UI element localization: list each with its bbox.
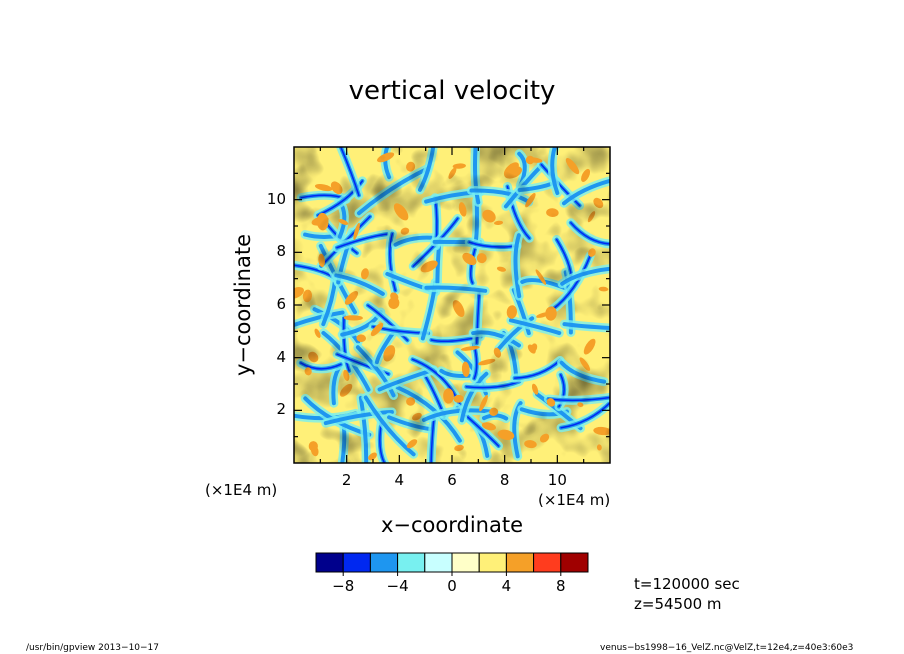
colorbar-swatch xyxy=(451,552,480,573)
velocity-field xyxy=(294,147,610,463)
colorbar-swatch xyxy=(505,552,535,573)
time-annotation: t=120000 sec xyxy=(634,575,740,593)
y-tick-label: 6 xyxy=(276,295,286,313)
field-light-blue-streaks xyxy=(294,147,610,463)
colorbar-swatch xyxy=(533,552,562,573)
colorbar-swatch xyxy=(560,552,589,573)
colorbar-swatch xyxy=(369,552,399,573)
height-annotation: z=54500 m xyxy=(634,595,722,613)
colorbar-swatch xyxy=(315,552,344,573)
colorbar-tick-label: 0 xyxy=(447,577,457,595)
x-axis-label: x−coordinate xyxy=(380,513,524,537)
colorbar-tick-label: −8 xyxy=(332,577,355,595)
y-axis-scale-label: (×1E4 m) xyxy=(205,481,278,499)
x-axis-scale-label: (×1E4 m) xyxy=(538,491,611,509)
footer-file-info: venus−bs1998−16_VelZ.nc@VelZ,t=12e4,z=40… xyxy=(600,643,854,653)
footer-program-info: /usr/bin/gpview 2013−10−17 xyxy=(26,643,160,653)
colorbar-swatch xyxy=(397,552,426,573)
chart-title: vertical velocity xyxy=(348,76,556,106)
colorbar-tick-label: 8 xyxy=(556,577,566,595)
colorbar-swatch xyxy=(478,552,507,573)
y-tick-label: 4 xyxy=(276,347,286,366)
y-tick-label: 10 xyxy=(266,189,286,208)
y-axis-label: y−coordinate xyxy=(231,233,255,377)
colorbar-tick-label: 4 xyxy=(501,577,512,595)
x-tick-label: 6 xyxy=(447,471,457,489)
x-tick-label: 8 xyxy=(499,471,510,489)
y-tick-label: 8 xyxy=(276,242,286,261)
colorbar-tick-label: −4 xyxy=(386,577,409,595)
x-tick-label: 4 xyxy=(394,471,405,489)
x-tick-label: 2 xyxy=(341,471,352,489)
colorbar-swatch xyxy=(424,552,453,573)
x-tick-label: 10 xyxy=(547,471,567,489)
colorbar-swatch xyxy=(342,552,371,573)
plot-frame xyxy=(293,146,611,464)
y-tick-label: 2 xyxy=(276,400,286,419)
colorbar xyxy=(315,552,589,576)
